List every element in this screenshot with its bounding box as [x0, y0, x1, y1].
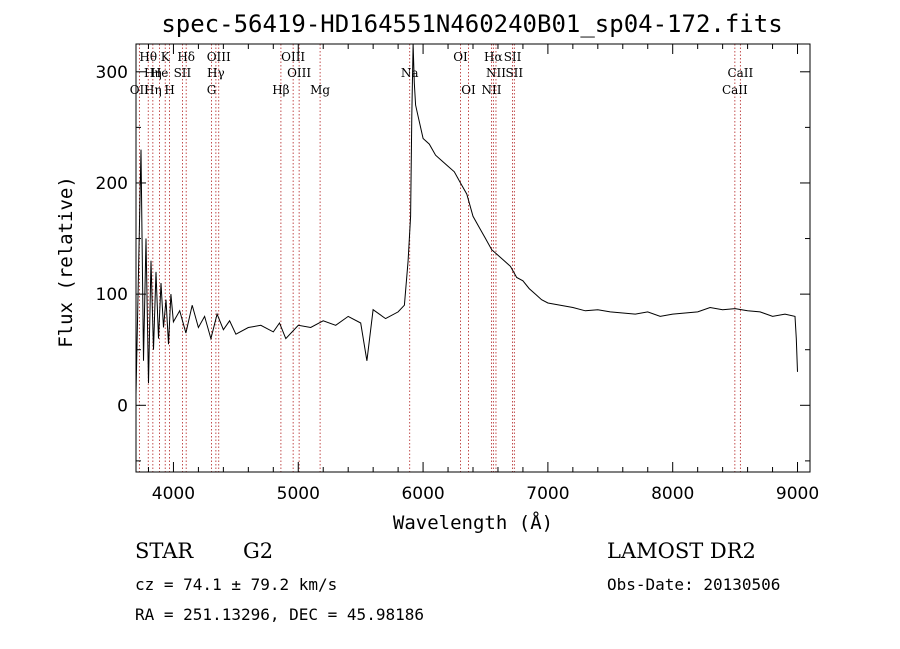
spectral-line-label: Na [401, 66, 419, 80]
spectral-line-label: OIII [287, 66, 311, 80]
redshift-velocity: cz = 74.1 ± 79.2 km/s [135, 575, 337, 594]
spectral-line-label: Mg [310, 83, 330, 97]
coordinates: RA = 251.13296, DEC = 45.98186 [135, 605, 424, 624]
spectral-line-label: He [151, 66, 169, 80]
spectral-line-label: OIII [281, 50, 305, 64]
x-axis-label: Wavelength (Å) [393, 511, 553, 534]
plot-frame [135, 43, 811, 473]
y-tick-label: 300 [96, 63, 128, 83]
observation-date: Obs-Date: 20130506 [607, 575, 780, 594]
spectral-line-label: OI [453, 50, 468, 64]
spectral-line-label: CaII [727, 66, 753, 80]
spectral-line-markers [138, 44, 741, 472]
spectral-line-label: SII [174, 66, 192, 80]
x-tick-label: 7000 [526, 484, 569, 504]
spectral-line-label: OII [130, 83, 150, 97]
y-axis-ticks: 0 100 200 300 [96, 63, 810, 462]
x-tick-label: 4000 [152, 484, 195, 504]
spectral-line-label: Hη [144, 66, 162, 80]
spectral-line-label: SII [505, 66, 523, 80]
spectral-line-label: H [164, 83, 174, 97]
spectral-line-label: K [161, 50, 171, 64]
object-class: STAR [135, 539, 194, 563]
x-axis-ticks: 4000 5000 6000 7000 8000 9000 [147, 44, 819, 504]
x-tick-label: 8000 [651, 484, 694, 504]
y-tick-label: 200 [96, 174, 128, 194]
spectral-line-label: OI [461, 83, 476, 97]
spectral-line-label: NII [486, 66, 506, 80]
spectral-line-label: Hγ [207, 66, 225, 80]
spectral-line-label: Hη [144, 83, 162, 97]
survey-name: LAMOST DR2 [607, 539, 756, 563]
spectral-line-label: SII [504, 50, 522, 64]
spectral-line-label: Hβ [272, 83, 289, 97]
chart-title: spec-56419-HD164551N460240B01_sp04-172.f… [161, 10, 782, 38]
y-tick-label: 100 [96, 285, 128, 305]
x-tick-label: 6000 [401, 484, 444, 504]
x-tick-label: 5000 [277, 484, 320, 504]
x-tick-label: 9000 [776, 484, 819, 504]
y-axis-label: Flux (relative) [55, 176, 77, 348]
spectral-line-label: Hα [484, 50, 503, 64]
object-subclass: G2 [243, 539, 273, 563]
spectral-line-label: NII [481, 83, 501, 97]
spectral-line-label: CaII [722, 83, 748, 97]
spectral-line-label: G [207, 83, 217, 97]
y-tick-label: 0 [117, 396, 128, 416]
spectral-line-label: Hθ [139, 50, 157, 64]
spectrum-line [135, 43, 798, 395]
spectral-line-label: OIII [207, 50, 231, 64]
spectral-line-label: Hδ [177, 50, 195, 64]
